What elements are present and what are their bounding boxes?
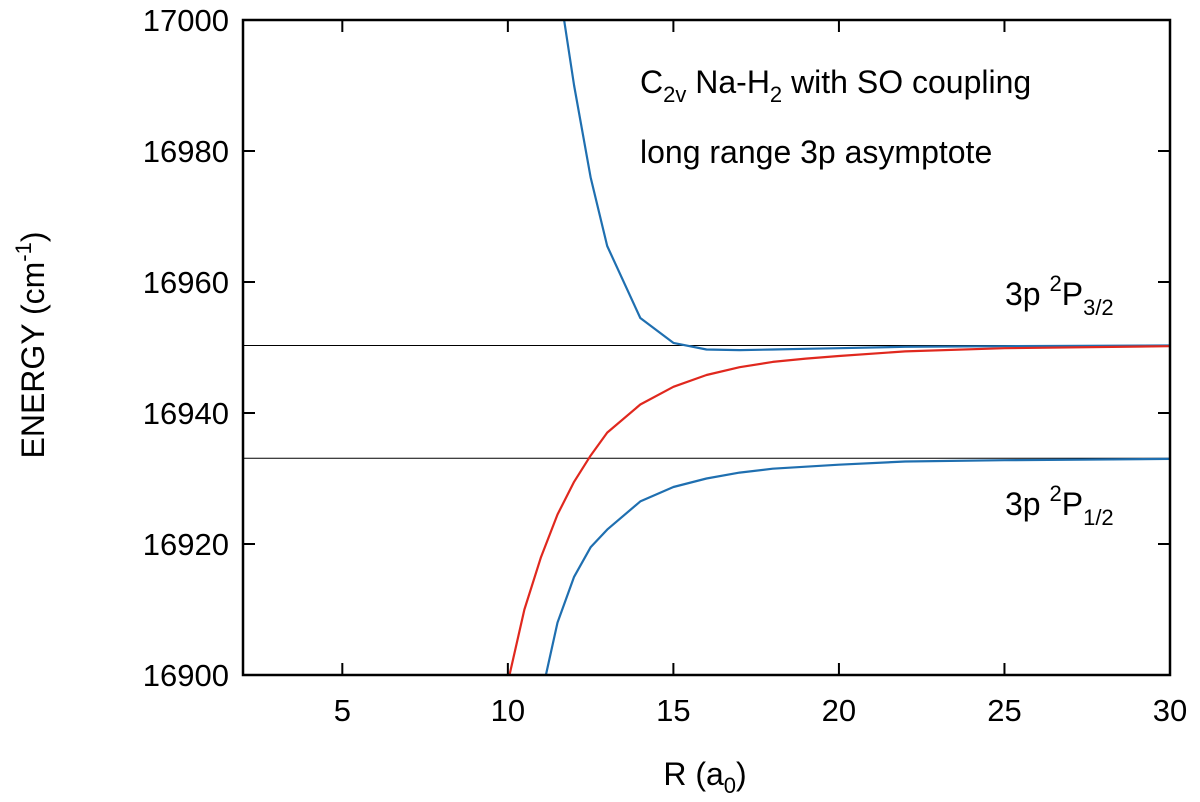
- x-tick-label: 5: [334, 693, 351, 728]
- x-tick-label: 20: [822, 693, 856, 728]
- annotation-line-1: C2v Na-H2 with SO coupling: [640, 64, 1031, 107]
- x-tick-label: 30: [1153, 693, 1187, 728]
- series-line-middle-red: [508, 345, 1170, 675]
- y-tick-label: 16900: [143, 658, 229, 693]
- x-tick-label: 25: [987, 693, 1021, 728]
- y-tick-label: 16940: [143, 396, 229, 431]
- axis-ticks: 5 10 15 20 25 30 16900 16920 16940 16960 16980 1700…: [143, 3, 1187, 728]
- x-tick-label: 10: [491, 693, 525, 728]
- label-3p-2P1-2: 3p 2P1/2: [1005, 481, 1114, 530]
- y-tick-label: 17000: [143, 3, 229, 38]
- y-tick-label: 16920: [143, 527, 229, 562]
- plot-frame: [241, 18, 1172, 677]
- x-axis-title: R (a0): [663, 756, 746, 798]
- y-axis-title: ENERGY (cm-1): [11, 232, 51, 459]
- data-series: [508, 20, 1170, 675]
- asymptote-lines: [243, 345, 1170, 459]
- x-tick-label: 15: [656, 693, 690, 728]
- label-3p-2P3-2: 3p 2P3/2: [1005, 271, 1114, 320]
- annotation-line-2: long range 3p asymptote: [640, 134, 992, 170]
- y-tick-label: 16980: [143, 134, 229, 169]
- series-line-upper-blue: [563, 20, 1170, 352]
- y-tick-label: 16960: [143, 265, 229, 300]
- series-line-lower-blue: [544, 457, 1170, 675]
